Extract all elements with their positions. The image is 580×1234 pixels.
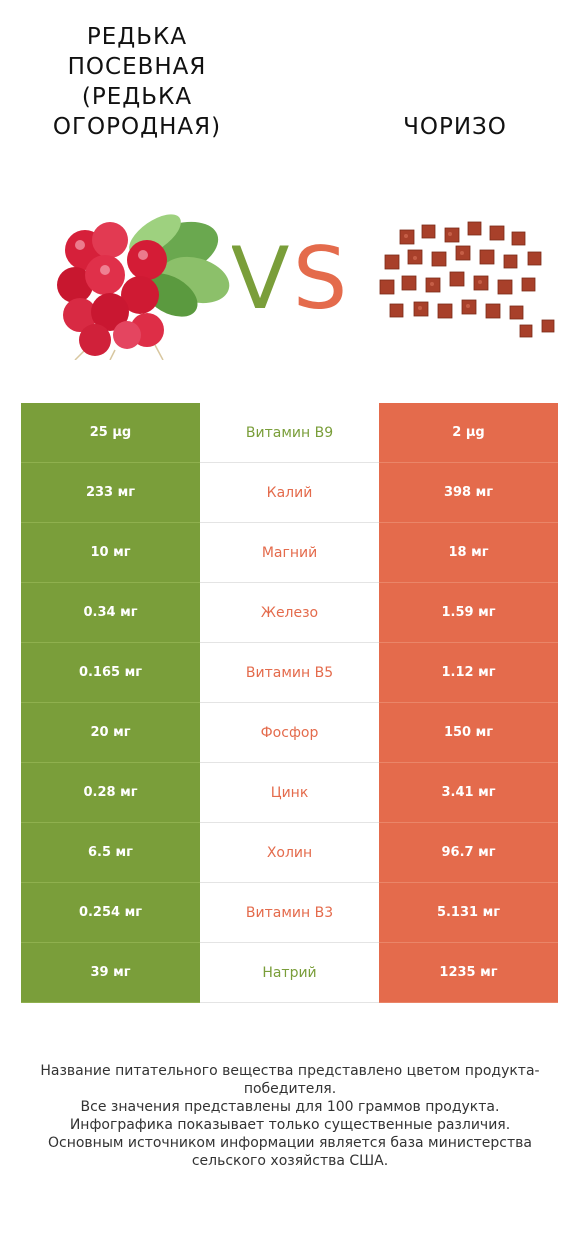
table-row: 6.5 мг Холин 96.7 мг (21, 823, 558, 883)
nutrient-name-cell: Натрий (200, 943, 379, 1003)
nutrient-name-cell: Калий (200, 463, 379, 523)
footer-line-2: Все значения представлены для 100 граммо… (80, 1099, 500, 1115)
right-value-cell: 96.7 мг (379, 823, 558, 883)
nutrient-name-cell: Цинк (200, 763, 379, 823)
right-value-cell: 150 мг (379, 703, 558, 763)
nutrient-name-cell: Витамин B5 (200, 643, 379, 703)
left-value-cell: 0.34 мг (21, 583, 200, 643)
comparison-header: Редька посевная (Редька огородная) Чориз… (0, 0, 580, 400)
table-row: 233 мг Калий 398 мг (21, 463, 558, 523)
right-value-cell: 18 мг (379, 523, 558, 583)
nutrient-name-cell: Холин (200, 823, 379, 883)
right-value-cell: 1.59 мг (379, 583, 558, 643)
right-value-cell: 1235 мг (379, 943, 558, 1003)
nutrient-name-cell: Витамин B9 (200, 403, 379, 463)
right-value-cell: 5.131 мг (379, 883, 558, 943)
radish-image (57, 214, 230, 360)
left-value-cell: 6.5 мг (21, 823, 200, 883)
left-food-title: Редька посевная (Редька огородная) (52, 24, 222, 140)
left-value-cell: 0.254 мг (21, 883, 200, 943)
footer-line-4: Основным источником информации является … (48, 1135, 532, 1169)
left-value-cell: 25 µg (21, 403, 200, 463)
table-row: 0.28 мг Цинк 3.41 мг (21, 763, 558, 823)
left-value-cell: 20 мг (21, 703, 200, 763)
vs-logo: V S (232, 230, 348, 320)
right-food-title: Чоризо (403, 114, 507, 140)
footer-notes: Название питательного вещества представл… (20, 1062, 560, 1170)
vs-letter-s: S (293, 230, 348, 320)
left-value-cell: 0.28 мг (21, 763, 200, 823)
right-value-cell: 2 µg (379, 403, 558, 463)
table-row: 10 мг Магний 18 мг (21, 523, 558, 583)
chorizo-image (379, 221, 555, 338)
nutrient-comparison-table: 25 µg Витамин B9 2 µg 233 мг Калий 398 мг 10 м… (21, 403, 558, 1003)
nutrient-name-cell: Витамин B3 (200, 883, 379, 943)
left-value-cell: 39 мг (21, 943, 200, 1003)
left-value-cell: 10 мг (21, 523, 200, 583)
table-row: 39 мг Натрий 1235 мг (21, 943, 558, 1003)
left-value-cell: 233 мг (21, 463, 200, 523)
table-row: 20 мг Фосфор 150 мг (21, 703, 558, 763)
table-row: 0.254 мг Витамин B3 5.131 мг (21, 883, 558, 943)
right-value-cell: 3.41 мг (379, 763, 558, 823)
table-row: 0.165 мг Витамин B5 1.12 мг (21, 643, 558, 703)
nutrient-name-cell: Магний (200, 523, 379, 583)
footer-line-3: Инфографика показывает только существенн… (69, 1117, 511, 1133)
nutrient-name-cell: Фосфор (200, 703, 379, 763)
vs-letter-v: V (232, 230, 290, 320)
right-value-cell: 398 мг (379, 463, 558, 523)
table-row: 25 µg Витамин B9 2 µg (21, 403, 558, 463)
table-row: 0.34 мг Железо 1.59 мг (21, 583, 558, 643)
footer-line-1: Название питательного вещества представл… (40, 1063, 540, 1097)
nutrient-name-cell: Железо (200, 583, 379, 643)
right-value-cell: 1.12 мг (379, 643, 558, 703)
left-value-cell: 0.165 мг (21, 643, 200, 703)
